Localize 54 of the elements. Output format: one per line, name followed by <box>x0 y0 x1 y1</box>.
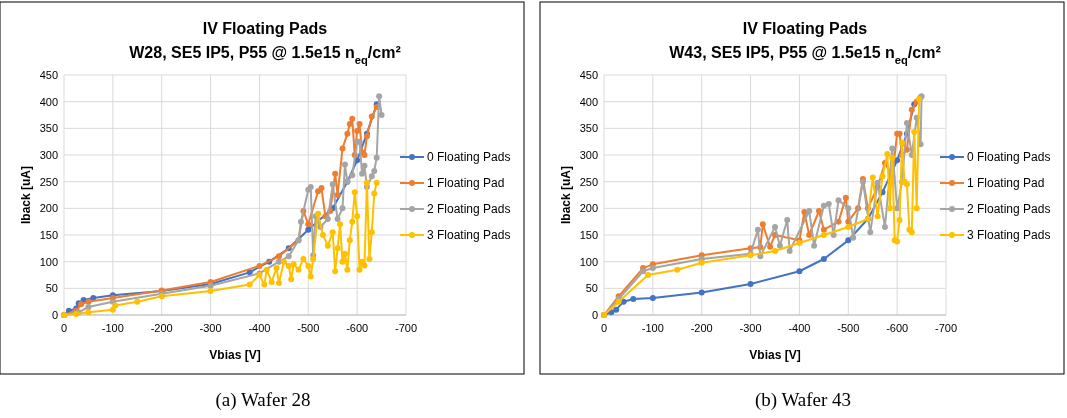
y-tick-label: 400 <box>39 95 58 108</box>
x-tick-label: -600 <box>346 322 369 334</box>
text: (b) Wafer 43 <box>754 389 852 411</box>
y-tick-label: 450 <box>579 68 598 81</box>
chart-title: IV Floating Pads <box>742 20 868 37</box>
x-tick-label: -200 <box>690 322 713 334</box>
y-tick-label: 150 <box>579 228 598 241</box>
y-tick-label: 0 <box>51 308 58 321</box>
legend-label: 1 Floating Pad <box>427 176 505 191</box>
y-tick-label: 350 <box>579 122 598 135</box>
x-axis-title: Vbias [V] <box>209 348 261 362</box>
y-tick-label: 200 <box>39 202 58 215</box>
chart-subtitle: W43, SE5 IP5, P55 @ 1.5e15 n$_{eq}$/cm² <box>669 44 941 66</box>
legend-label: 0 Floating Pads <box>967 150 1051 165</box>
x-tick-label: -100 <box>641 322 664 334</box>
y-tick-label: 350 <box>39 122 58 135</box>
legend-label: 2 Floating Pads <box>967 202 1051 217</box>
y-tick-label: 0 <box>591 308 598 321</box>
x-tick-label: -200 <box>150 322 173 334</box>
x-tick-label: -500 <box>297 322 320 334</box>
legend-label: 0 Floating Pads <box>427 150 511 165</box>
y-tick-label: 300 <box>579 148 598 161</box>
x-tick-label: -400 <box>788 322 811 334</box>
x-tick-label: -300 <box>739 322 762 334</box>
legend-label: 3 Floating Pads <box>427 228 511 243</box>
x-tick-label: 0 <box>60 322 68 334</box>
x-tick-label: -600 <box>886 322 909 334</box>
x-axis-title: Vbias [V] <box>749 348 801 362</box>
y-tick-label: 100 <box>579 255 598 268</box>
x-tick-label: 0 <box>600 322 608 334</box>
y-tick-label: 150 <box>39 228 58 241</box>
y-tick-label: 50 <box>45 282 58 295</box>
y-tick-label: 450 <box>39 68 58 81</box>
legend-label: 2 Floating Pads <box>427 202 511 217</box>
y-tick-label: 300 <box>39 148 58 161</box>
x-tick-label: -300 <box>199 322 222 334</box>
y-tick-label: 50 <box>585 282 598 295</box>
y-tick-label: 250 <box>579 175 598 188</box>
y-tick-label: 400 <box>579 95 598 108</box>
chart-title: IV Floating Pads <box>202 20 328 37</box>
x-tick-label: -100 <box>101 322 124 334</box>
y-tick-label: 100 <box>39 255 58 268</box>
y-tick-label: 200 <box>579 202 598 215</box>
chart-subtitle: W28, SE5 IP5, P55 @ 1.5e15 n$_{eq}$/cm² <box>129 44 401 66</box>
x-tick-label: -700 <box>394 322 418 334</box>
legend-label: 1 Floating Pad <box>967 176 1045 191</box>
x-tick-label: -500 <box>837 322 860 334</box>
text: (a) Wafer 28 <box>215 389 311 411</box>
y-axis-title: Iback [uA] <box>559 165 573 225</box>
y-axis-title: Iback [uA] <box>19 165 33 225</box>
y-tick-label: 250 <box>39 175 58 188</box>
x-tick-label: -700 <box>934 322 958 334</box>
legend-label: 3 Floating Pads <box>967 228 1051 243</box>
x-tick-label: -400 <box>248 322 271 334</box>
